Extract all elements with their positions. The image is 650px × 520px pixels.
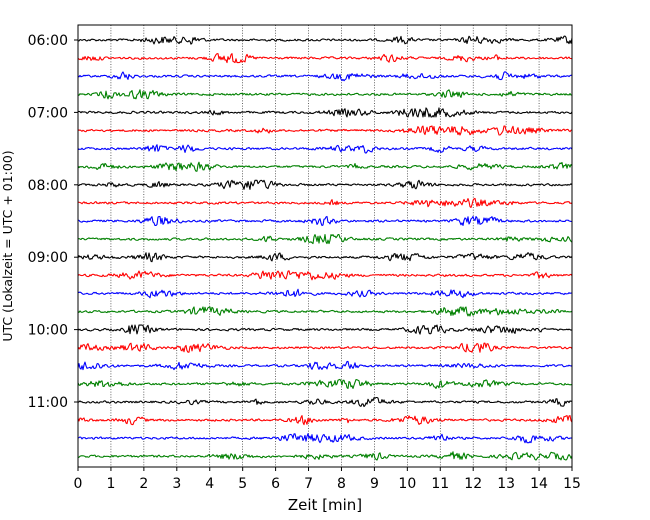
x-tick-label: 1 [106, 476, 115, 492]
trace-line [77, 125, 573, 136]
trace-line [77, 71, 573, 82]
trace-line [77, 324, 573, 335]
y-tick-label: 06:00 [28, 33, 68, 49]
trace-line [77, 53, 573, 64]
plot-frame [77, 24, 573, 468]
y-tick-label: 08:00 [28, 178, 68, 194]
trace-line [77, 107, 573, 118]
trace-line [77, 433, 573, 444]
y-axis-label: UTC (Lokalzeit = UTC + 01:00) [0, 150, 15, 341]
x-tick-label: 13 [497, 476, 515, 492]
x-tick-label: 8 [337, 476, 346, 492]
trace-line [77, 306, 573, 317]
x-tick-label: 10 [398, 476, 416, 492]
trace-line [77, 378, 573, 389]
x-tick-label: 6 [271, 476, 280, 492]
trace-line [77, 179, 573, 190]
y-tick-label: 10:00 [28, 323, 68, 339]
trace-line [77, 270, 573, 281]
y-axis-ticks: 06:00 07:00 08:00 09:00 10:00 11:00 [28, 33, 78, 411]
y-tick-label: 09:00 [28, 250, 68, 266]
x-tick-label: 2 [139, 476, 148, 492]
y-tick-label: 11:00 [28, 395, 68, 411]
x-tick-label: 0 [74, 476, 83, 492]
trace-line [77, 252, 573, 263]
x-axis-ticks: 0 1 2 3 4 5 6 7 8 9 10 11 12 13 14 15 [74, 467, 581, 492]
trace-line [77, 396, 573, 408]
x-tick-label: 15 [563, 476, 581, 492]
x-tick-label: 9 [370, 476, 379, 492]
seismogram-traces [77, 35, 573, 461]
y-tick-label: 07:00 [28, 105, 68, 121]
x-tick-label: 4 [205, 476, 214, 492]
x-tick-label: 11 [431, 476, 449, 492]
trace-line [77, 161, 573, 172]
trace-line [77, 360, 573, 371]
trace-line [77, 288, 573, 299]
x-tick-label: 12 [464, 476, 482, 492]
x-tick-label: 14 [530, 476, 548, 492]
trace-line [77, 197, 573, 208]
x-axis-label: Zeit [min] [288, 496, 362, 514]
trace-line [77, 451, 573, 461]
x-tick-label: 3 [172, 476, 181, 492]
trace-line [77, 234, 573, 245]
x-tick-label: 7 [304, 476, 313, 492]
trace-line [77, 89, 573, 100]
trace-line [77, 35, 573, 45]
trace-line [77, 144, 573, 154]
x-tick-label: 5 [238, 476, 247, 492]
trace-line [77, 415, 573, 426]
trace-line [77, 215, 573, 227]
trace-line [77, 342, 573, 353]
vertical-grid [110, 25, 540, 467]
